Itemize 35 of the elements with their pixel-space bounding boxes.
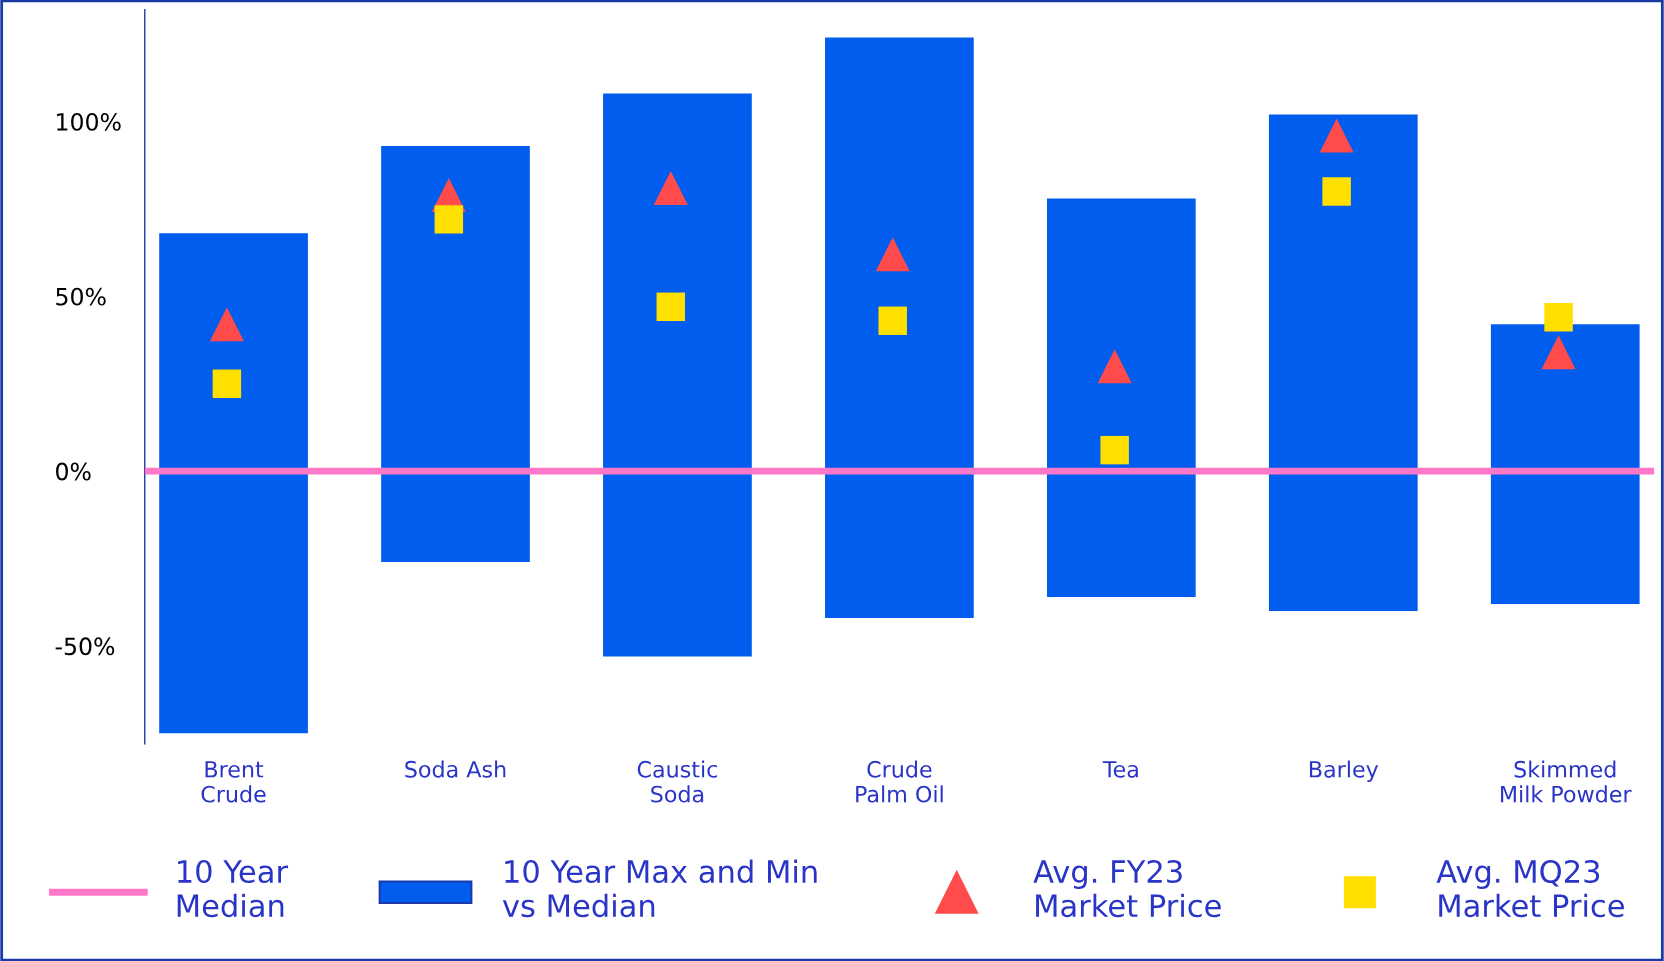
point <box>1544 303 1573 332</box>
point <box>1319 118 1354 153</box>
point <box>212 369 242 398</box>
y-tick-label: 100% <box>57 112 121 131</box>
legend-label: Avg. FY23 Market Price <box>1033 859 1221 918</box>
x-tick-label: Tea <box>1102 761 1138 778</box>
point <box>1100 435 1129 465</box>
point <box>875 237 910 272</box>
point <box>1097 349 1132 384</box>
point <box>1541 335 1576 370</box>
bar <box>603 93 752 657</box>
bar <box>1046 198 1196 597</box>
bar <box>1268 114 1418 611</box>
x-tick-label: Brent Crude <box>201 761 266 803</box>
bar <box>159 233 308 734</box>
bar <box>1490 324 1640 604</box>
x-tick-label: Soda Ash <box>405 760 506 778</box>
point <box>1322 177 1351 206</box>
y-tick-label: -50% <box>55 637 115 656</box>
bar <box>381 145 530 563</box>
legend-label: 10 Year Max and Min vs Median <box>502 859 817 918</box>
point <box>434 205 464 234</box>
legend-label: Avg. MQ23 Market Price <box>1436 859 1624 918</box>
point <box>656 292 686 322</box>
x-tick-label: Barley <box>1309 760 1379 782</box>
point <box>878 306 907 335</box>
y-tick-label: 0% <box>56 462 91 481</box>
bar <box>825 37 974 618</box>
point <box>653 170 688 205</box>
legend-label: 10 Year Median <box>177 859 289 918</box>
x-tick-label: Skimmed Milk Powder <box>1501 760 1632 803</box>
point <box>209 307 244 342</box>
x-tick-label: Caustic Soda <box>637 760 718 803</box>
y-tick-label: 50% <box>56 287 106 306</box>
x-tick-label: Crude Palm Oil <box>856 760 943 803</box>
